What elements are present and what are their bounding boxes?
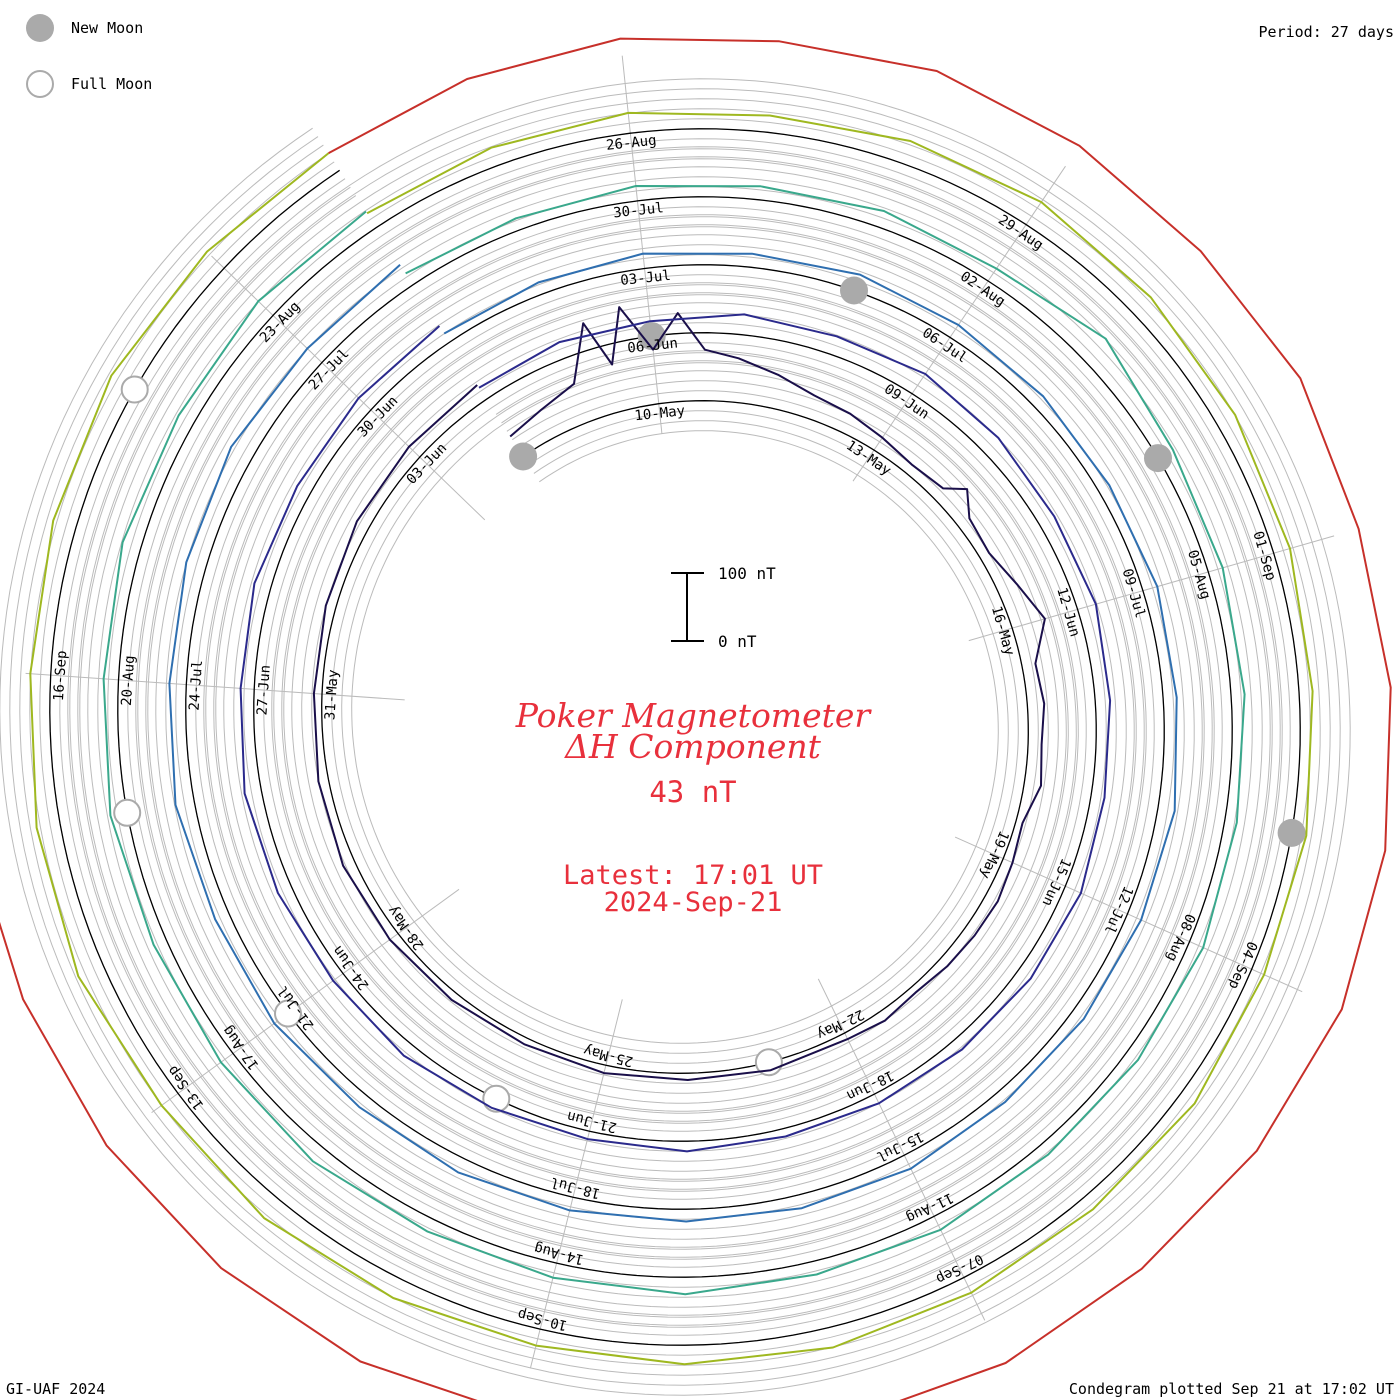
grid-spiral: [69, 148, 1281, 1326]
grid-spiral: [79, 158, 1271, 1316]
date-label: 30-Jul: [612, 200, 664, 221]
period-label: Period: 27 days: [1258, 23, 1394, 41]
grid-spiral: [29, 108, 1321, 1366]
date-label: 30-Jun: [355, 393, 402, 440]
plotted-label: Condegram plotted Sep 21 at 17:02 UT: [1068, 1380, 1394, 1398]
date-label: 27-Jul: [306, 346, 353, 393]
scale-bar-bottom-label: 0 nT: [718, 632, 757, 651]
date-label: 03-Jul: [620, 268, 672, 289]
series-line: [312, 306, 1046, 1081]
full-moon-icon: [113, 798, 142, 827]
date-label: 03-Jun: [404, 440, 451, 487]
baseline-spiral-layer: [49, 128, 1301, 1346]
full-moon-icon: [274, 999, 302, 1028]
radial-spoke: [529, 999, 623, 1369]
chart-title-line2: ΔH Component: [565, 727, 821, 766]
legend-new-moon: New Moon: [26, 14, 143, 42]
credit-label: GI-UAF 2024: [6, 1380, 106, 1398]
radial-spoke: [211, 255, 486, 521]
date-label: 20-Aug: [119, 655, 138, 707]
full-moon-icon: [26, 70, 54, 98]
new-moon-icon: [840, 276, 868, 305]
date-label: 10-May: [634, 403, 686, 424]
new-moon-icon: [1144, 444, 1172, 473]
moon-marker-layer: [113, 276, 1306, 1113]
scale-bar: 100 nT 0 nT: [671, 564, 776, 651]
latest-date: 2024-Sep-21: [603, 887, 783, 918]
series-line: [239, 313, 1112, 1153]
legend-full-moon: Full Moon: [26, 70, 152, 98]
date-label: 31-May: [322, 669, 341, 721]
radial-spoke: [151, 888, 460, 1114]
latest-time: Latest: 17:01 UT: [562, 860, 824, 891]
date-label: 26-Aug: [605, 133, 657, 154]
chart-title: Poker Magnetometer ΔH Component: [393, 696, 993, 766]
new-moon-icon: [509, 442, 538, 471]
full-moon-icon: [482, 1084, 511, 1113]
series-line: [0, 37, 1392, 1400]
series-line: [168, 252, 1178, 1223]
legend-new-moon-label: New Moon: [71, 19, 144, 37]
series-layer: [0, 37, 1392, 1400]
full-moon-icon: [120, 375, 149, 404]
grid-spiral: [19, 98, 1331, 1376]
baseline-spiral: [49, 128, 1301, 1346]
spoke-layer: [25, 55, 1335, 1369]
grid-spiral: [9, 88, 1341, 1386]
grid-spiral: [59, 138, 1291, 1336]
current-value: 43 nT: [649, 775, 737, 809]
series-line: [102, 185, 1246, 1296]
radial-spoke: [25, 672, 405, 701]
grid-spiral: [0, 78, 1351, 1396]
radial-spoke: [852, 165, 1066, 482]
chart-title-line1: Poker Magnetometer: [515, 696, 871, 735]
date-label: 16-Sep: [51, 650, 70, 702]
scale-bar-top-label: 100 nT: [718, 564, 776, 583]
date-label: 27-Jun: [254, 664, 273, 716]
series-line: [29, 111, 1314, 1366]
radial-spoke: [817, 978, 986, 1321]
latest-block: Latest: 17:01 UT 2024-Sep-21: [393, 862, 993, 916]
new-moon-icon: [26, 14, 54, 42]
date-label: 24-Jul: [187, 660, 206, 712]
radial-spoke: [968, 535, 1335, 642]
legend-full-moon-label: Full Moon: [71, 75, 153, 93]
date-label: 06-Jun: [627, 335, 679, 356]
radial-spoke: [621, 55, 663, 434]
date-label: 23-Aug: [257, 299, 304, 346]
new-moon-icon: [1277, 818, 1306, 847]
